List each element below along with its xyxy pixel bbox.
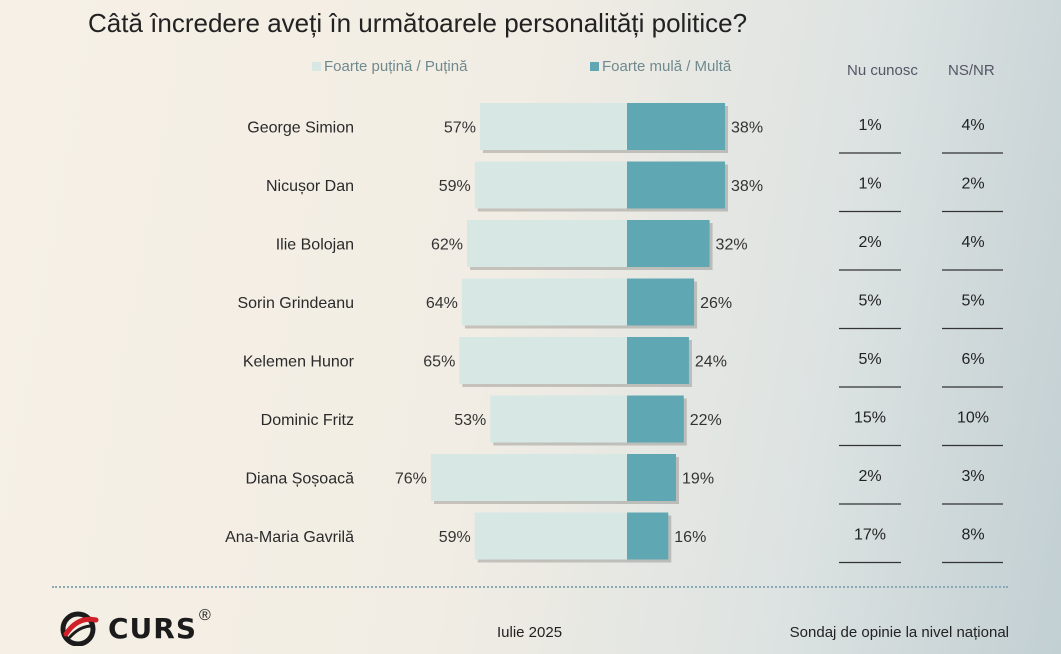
registered-mark: ® — [199, 607, 211, 624]
bar-high — [627, 454, 677, 501]
value-label-high: 24% — [695, 354, 727, 371]
survey-description: Sondaj de opinie la nivel național — [789, 624, 1009, 641]
curs-logo: CURS ® — [58, 607, 211, 646]
nu-cunosc-value: 5% — [858, 351, 881, 368]
bar-high — [627, 395, 684, 443]
value-label-low: 62% — [431, 237, 463, 254]
category-label: Ana-Maria Gavrilă — [225, 529, 354, 546]
nu-cunosc-value: 17% — [854, 527, 886, 544]
curs-logo-icon — [60, 611, 99, 646]
nsnr-value: 5% — [961, 293, 984, 310]
category-label: Diana Șoșoacă — [245, 471, 354, 488]
bar-low — [467, 220, 627, 267]
survey-date: Iulie 2025 — [497, 624, 563, 641]
footer-separator — [52, 586, 1008, 588]
value-label-low: 59% — [439, 178, 471, 195]
value-label-low: 53% — [454, 412, 486, 429]
chart-title: Câtă încredere aveți în următoarele pers… — [88, 8, 748, 38]
value-label-high: 22% — [690, 412, 722, 429]
legend-label-high: Foarte mulă / Multă — [602, 58, 732, 75]
bar-low — [479, 103, 627, 150]
legend-item-high: Foarte mulă / Multă — [590, 58, 731, 75]
value-label-high: 32% — [716, 237, 748, 254]
value-label-high: 26% — [700, 295, 732, 312]
nu-cunosc-value: 2% — [858, 234, 881, 251]
nsnr-value: 4% — [961, 117, 984, 134]
nu-cunosc-value: 1% — [858, 117, 881, 134]
legend-label-low: Foarte puțină / Puțină — [324, 58, 468, 75]
legend-item-low: Foarte puțină / Puțină — [312, 58, 467, 75]
nsnr-value: 2% — [961, 176, 984, 193]
bar-low — [490, 395, 627, 443]
value-label-high: 38% — [731, 120, 763, 137]
bar-low — [461, 278, 627, 326]
bar-low — [474, 512, 627, 560]
bar-high — [627, 278, 695, 326]
category-label: Sorin Grindeanu — [237, 295, 354, 312]
category-label: Dominic Fritz — [261, 412, 354, 429]
nsnr-value: 8% — [961, 527, 984, 544]
bar-low — [459, 337, 627, 384]
column-header-nsnr: NS/NR — [948, 62, 995, 79]
category-label: Nicușor Dan — [266, 178, 354, 195]
nsnr-value: 6% — [961, 351, 984, 368]
bar-high — [627, 161, 726, 209]
value-label-low: 59% — [439, 529, 471, 546]
value-label-high: 38% — [731, 178, 763, 195]
nsnr-value: 10% — [957, 410, 989, 427]
bar-high — [627, 337, 689, 384]
nsnr-value: 3% — [961, 468, 984, 485]
legend-swatch-low — [312, 62, 321, 71]
nu-cunosc-value: 1% — [858, 176, 881, 193]
category-label: Ilie Bolojan — [276, 237, 354, 254]
curs-logo-text: CURS — [108, 611, 198, 645]
bar-high — [627, 103, 726, 150]
bar-low — [474, 161, 627, 209]
bar-high — [627, 512, 669, 560]
value-label-high: 19% — [682, 471, 714, 488]
legend-swatch-high — [590, 62, 599, 71]
bar-high — [627, 220, 710, 267]
nsnr-value: 4% — [961, 234, 984, 251]
value-label-high: 16% — [674, 529, 706, 546]
value-label-low: 64% — [426, 295, 458, 312]
nu-cunosc-value: 15% — [854, 410, 886, 427]
category-label: George Simion — [247, 120, 354, 137]
bar-low — [430, 454, 627, 501]
value-label-low: 76% — [395, 471, 427, 488]
nu-cunosc-value: 2% — [858, 468, 881, 485]
value-label-low: 65% — [423, 354, 455, 371]
category-label: Kelemen Hunor — [243, 354, 355, 371]
column-header-nu-cunosc: Nu cunosc — [847, 62, 918, 79]
nu-cunosc-value: 5% — [858, 293, 881, 310]
value-label-low: 57% — [444, 120, 476, 137]
